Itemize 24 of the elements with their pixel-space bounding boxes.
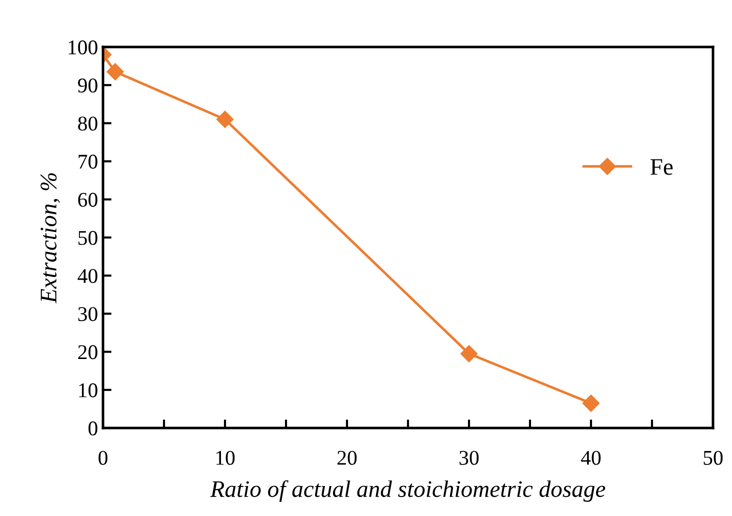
- legend-label: Fe: [650, 159, 673, 175]
- point: [460, 345, 478, 362]
- y-tick-label: 50: [78, 230, 98, 245]
- y-tick-label: 20: [78, 345, 98, 360]
- x-tick-label: 40: [580, 450, 601, 465]
- y-axis-title: Extraction, %: [40, 173, 60, 304]
- y-tick-label: 90: [78, 78, 98, 93]
- y-tick-label: 10: [79, 383, 98, 398]
- x-tick-label: 10: [216, 450, 235, 465]
- point: [582, 394, 600, 412]
- x-tick-label: 0: [98, 450, 108, 465]
- y-tick-label: 70: [78, 154, 98, 169]
- point: [106, 63, 124, 80]
- x-tick-label: 50: [704, 450, 723, 465]
- x-tick-label: 30: [460, 450, 479, 465]
- y-tick-label: 100: [68, 40, 98, 54]
- x-axis-title: Ratio of actual and stoichiometric dosage: [210, 480, 606, 502]
- y-tick-label: 40: [78, 268, 98, 284]
- y-tick-label: 30: [78, 307, 98, 322]
- y-tick-label: 80: [78, 116, 98, 131]
- y-tick-label: 60: [78, 192, 98, 207]
- point: [216, 110, 234, 128]
- x-tick-label: 20: [338, 450, 357, 465]
- y-tick-label: 0: [88, 421, 98, 436]
